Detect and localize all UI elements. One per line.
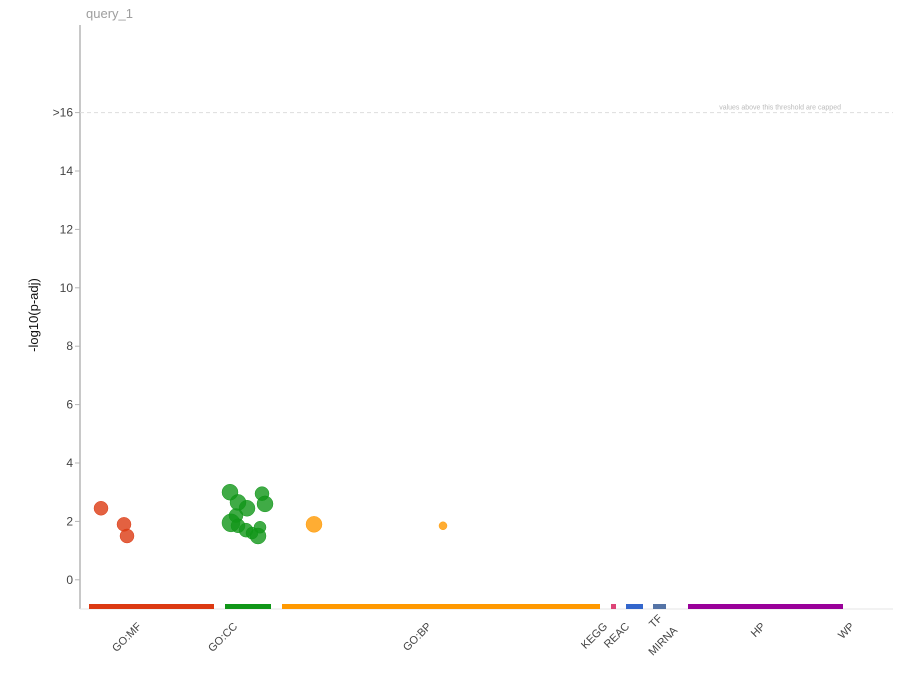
- data-point[interactable]: [93, 501, 109, 516]
- data-points: [93, 483, 448, 545]
- source-bar-go-cc: [225, 604, 271, 609]
- y-tick-label: >16: [53, 106, 74, 120]
- threshold-note: values above this threshold are capped: [719, 105, 841, 112]
- source-label-go-mf: GO:MF: [110, 620, 144, 654]
- y-tick-label: 8: [66, 339, 73, 353]
- source-label-reac: REAC: [602, 621, 632, 651]
- y-tick-label: 10: [60, 281, 74, 295]
- data-point[interactable]: [256, 495, 274, 513]
- y-tick-label: 0: [66, 573, 73, 587]
- source-label-hp: HP: [749, 621, 768, 640]
- data-point[interactable]: [119, 528, 135, 544]
- source-bar-tf: [653, 604, 666, 609]
- source-label-mirna: MIRNA: [647, 624, 681, 658]
- source-label-tf: TF: [647, 612, 665, 630]
- source-bar-reac: [626, 604, 643, 609]
- source-label-wp: WP: [836, 621, 857, 642]
- y-tick-label: 12: [60, 222, 74, 236]
- source-bar-hp: [688, 604, 843, 609]
- source-bar-go-bp: [282, 604, 600, 609]
- y-tick-label: 6: [66, 398, 73, 412]
- source-bars: [89, 604, 843, 609]
- source-bar-kegg: [611, 604, 616, 609]
- data-point[interactable]: [249, 527, 267, 545]
- y-axis-label: -log10(p-adj): [26, 278, 41, 352]
- y-tick-label: 4: [66, 456, 73, 470]
- y-ticks: 0 2 4 6 8 10 12 14 >16: [53, 106, 80, 587]
- y-tick-label: 14: [60, 164, 74, 178]
- data-point[interactable]: [438, 521, 448, 531]
- chart-title: query_1: [86, 6, 133, 21]
- data-point[interactable]: [305, 516, 323, 533]
- source-bar-go-mf: [89, 604, 214, 609]
- source-label-go-bp: GO:BP: [401, 621, 434, 654]
- data-point[interactable]: [238, 500, 256, 517]
- source-label-go-cc: GO:CC: [206, 621, 240, 655]
- y-tick-label: 2: [66, 514, 73, 528]
